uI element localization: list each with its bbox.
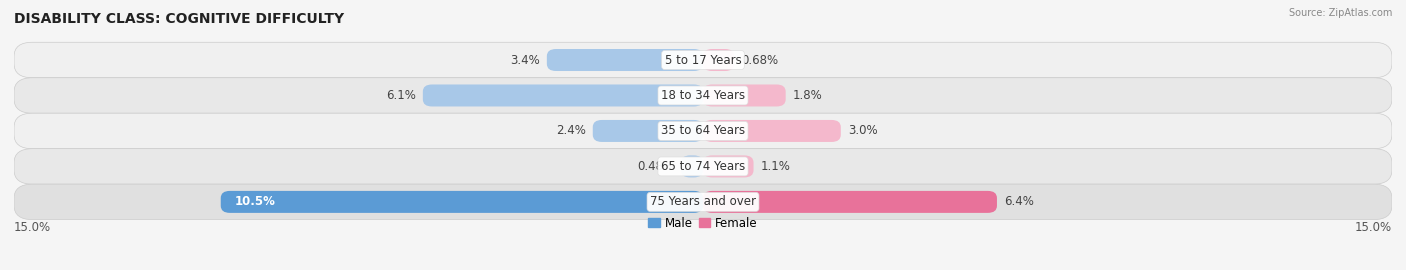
- Text: Source: ZipAtlas.com: Source: ZipAtlas.com: [1288, 8, 1392, 18]
- FancyBboxPatch shape: [547, 49, 703, 71]
- Text: 65 to 74 Years: 65 to 74 Years: [661, 160, 745, 173]
- Text: 15.0%: 15.0%: [1355, 221, 1392, 234]
- Text: 0.48%: 0.48%: [637, 160, 673, 173]
- Text: 10.5%: 10.5%: [235, 195, 276, 208]
- FancyBboxPatch shape: [423, 85, 703, 106]
- FancyBboxPatch shape: [681, 156, 703, 177]
- FancyBboxPatch shape: [703, 120, 841, 142]
- FancyBboxPatch shape: [703, 191, 997, 213]
- FancyBboxPatch shape: [593, 120, 703, 142]
- FancyBboxPatch shape: [14, 42, 1392, 78]
- Legend: Male, Female: Male, Female: [648, 217, 758, 230]
- FancyBboxPatch shape: [221, 191, 703, 213]
- Text: 6.1%: 6.1%: [387, 89, 416, 102]
- FancyBboxPatch shape: [703, 85, 786, 106]
- Text: 75 Years and over: 75 Years and over: [650, 195, 756, 208]
- FancyBboxPatch shape: [14, 149, 1392, 184]
- Text: 2.4%: 2.4%: [555, 124, 586, 137]
- Text: 1.8%: 1.8%: [793, 89, 823, 102]
- Text: 3.4%: 3.4%: [510, 53, 540, 66]
- Text: DISABILITY CLASS: COGNITIVE DIFFICULTY: DISABILITY CLASS: COGNITIVE DIFFICULTY: [14, 12, 344, 26]
- FancyBboxPatch shape: [14, 78, 1392, 113]
- Text: 15.0%: 15.0%: [14, 221, 51, 234]
- Text: 6.4%: 6.4%: [1004, 195, 1033, 208]
- Text: 1.1%: 1.1%: [761, 160, 790, 173]
- FancyBboxPatch shape: [703, 156, 754, 177]
- Text: 0.68%: 0.68%: [741, 53, 779, 66]
- Text: 18 to 34 Years: 18 to 34 Years: [661, 89, 745, 102]
- Text: 5 to 17 Years: 5 to 17 Years: [665, 53, 741, 66]
- FancyBboxPatch shape: [14, 113, 1392, 149]
- FancyBboxPatch shape: [14, 184, 1392, 220]
- FancyBboxPatch shape: [703, 49, 734, 71]
- Text: 3.0%: 3.0%: [848, 124, 877, 137]
- Text: 35 to 64 Years: 35 to 64 Years: [661, 124, 745, 137]
